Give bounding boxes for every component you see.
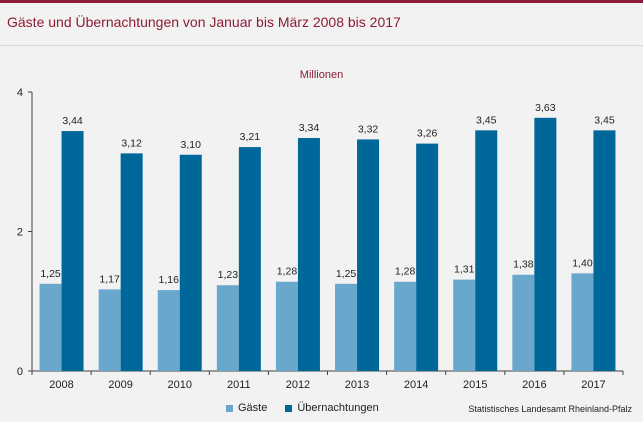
bar-uebernachtungen xyxy=(416,143,439,371)
bar-gaeste xyxy=(216,285,239,371)
legend-swatch-gaeste xyxy=(226,404,233,412)
legend-swatch-uebernachtungen xyxy=(285,404,293,412)
data-label-gaeste: 1,31 xyxy=(454,264,475,276)
data-label-gaeste: 1,28 xyxy=(395,266,416,278)
x-tick-label: 2017 xyxy=(581,379,605,391)
legend-item-uebernachtungen: Übernachtungen xyxy=(285,402,379,414)
data-label-uebernachtungen: 3,12 xyxy=(121,137,142,149)
y-tick-label: 0 xyxy=(17,366,23,378)
x-tick-label: 2016 xyxy=(522,379,546,391)
bar-uebernachtungen xyxy=(593,130,616,371)
bar-gaeste xyxy=(335,283,358,371)
bar-gaeste xyxy=(512,274,535,371)
data-label-uebernachtungen: 3,32 xyxy=(358,123,379,135)
unit-label: Millionen xyxy=(299,69,344,81)
data-label-gaeste: 1,25 xyxy=(40,268,61,280)
bar-gaeste xyxy=(157,290,180,371)
x-tick-label: 2011 xyxy=(227,379,251,391)
bar-uebernachtungen xyxy=(179,154,202,371)
x-tick-label: 2010 xyxy=(168,379,192,391)
top-accent-rule xyxy=(0,0,643,3)
legend-item-gaeste: Gäste xyxy=(226,402,267,414)
bar-uebernachtungen xyxy=(61,131,84,371)
bar-gaeste xyxy=(39,283,62,371)
data-label-gaeste: 1,25 xyxy=(336,268,357,280)
data-label-uebernachtungen: 3,10 xyxy=(181,139,202,151)
title-divider xyxy=(0,45,643,46)
x-tick-label: 2012 xyxy=(286,379,310,391)
x-tick-label: 2008 xyxy=(49,379,73,391)
bar-uebernachtungen xyxy=(297,138,320,371)
data-label-gaeste: 1,16 xyxy=(159,274,180,286)
data-label-uebernachtungen: 3,45 xyxy=(476,114,497,126)
data-label-gaeste: 1,28 xyxy=(277,266,298,278)
source-note: Statistisches Landesamt Rheinland-Pfalz xyxy=(468,404,632,414)
bar-gaeste xyxy=(394,281,417,371)
legend-label-gaeste: Gäste xyxy=(238,402,268,414)
data-label-uebernachtungen: 3,44 xyxy=(62,115,83,127)
x-tick-label: 2009 xyxy=(108,379,132,391)
title-band: Gäste und Übernachtungen von Januar bis … xyxy=(0,3,643,45)
bar-uebernachtungen xyxy=(357,139,380,371)
y-tick-label: 2 xyxy=(17,227,23,239)
bar-gaeste xyxy=(275,281,298,371)
data-label-gaeste: 1,40 xyxy=(572,257,593,269)
x-tick-label: 2013 xyxy=(345,379,369,391)
bar-gaeste xyxy=(98,289,121,371)
bar-uebernachtungen xyxy=(534,117,557,372)
chart-title: Gäste und Übernachtungen von Januar bis … xyxy=(7,14,401,30)
data-label-uebernachtungen: 3,26 xyxy=(417,128,438,140)
bar-gaeste xyxy=(571,273,594,371)
bar-uebernachtungen xyxy=(475,130,498,371)
data-label-uebernachtungen: 3,63 xyxy=(535,102,556,114)
x-tick-label: 2015 xyxy=(463,379,487,391)
data-label-gaeste: 1,23 xyxy=(218,269,239,281)
data-label-uebernachtungen: 3,34 xyxy=(299,122,320,134)
legend: Gäste Übernachtungen xyxy=(226,402,397,414)
data-label-gaeste: 1,17 xyxy=(99,273,120,285)
data-label-uebernachtungen: 3,45 xyxy=(594,114,615,126)
bar-uebernachtungen xyxy=(238,147,261,371)
bar-gaeste xyxy=(453,279,476,371)
legend-label-uebernachtungen: Übernachtungen xyxy=(297,402,379,414)
x-tick-label: 2014 xyxy=(404,379,428,391)
data-label-uebernachtungen: 3,21 xyxy=(240,131,261,143)
bar-uebernachtungen xyxy=(120,153,143,371)
y-tick-label: 4 xyxy=(17,87,23,99)
data-label-gaeste: 1,38 xyxy=(513,259,534,271)
